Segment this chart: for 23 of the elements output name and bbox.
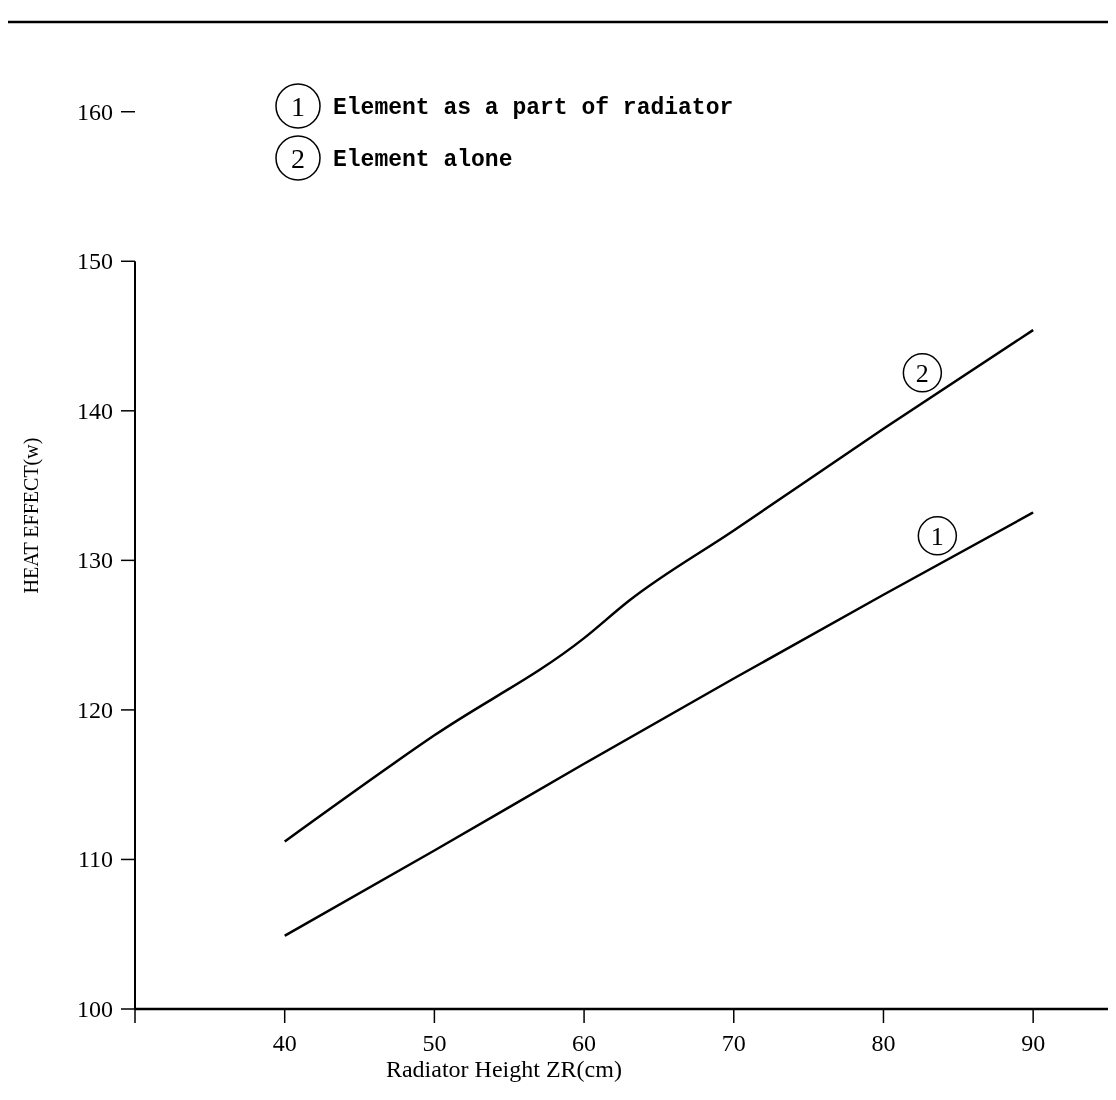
text: 2 (291, 143, 305, 174)
legend-label: Element as a part of radiator (333, 95, 734, 121)
y-axis-title: HEAT EFFECT(w) (20, 437, 43, 594)
y-tick-label: 160 (77, 98, 113, 125)
x-tick-label: 50 (422, 1030, 447, 1056)
x-tick-label: 80 (871, 1030, 896, 1056)
y-tick-label: 110 (77, 846, 113, 873)
x-tick-label: 90 (1021, 1030, 1046, 1056)
y-tick-label: 140 (77, 397, 113, 424)
legend-label: Element alone (333, 147, 513, 173)
y-tick-label: 100 (77, 996, 113, 1022)
x-tick-label: 70 (721, 1030, 746, 1056)
y-tick-label: 150 (77, 248, 113, 275)
y-tick-label: 120 (77, 696, 113, 723)
x-axis-title: Radiator Height ZR(cm) (385, 1056, 622, 1082)
y-tick-label: 130 (77, 547, 113, 574)
line-series (283, 328, 1035, 843)
annotation: 1 (930, 521, 944, 551)
x-tick-label: 40 (272, 1030, 297, 1056)
x-tick-label: 60 (572, 1030, 597, 1056)
line-series (283, 511, 1035, 937)
text: 1 (291, 91, 305, 122)
annotation: 2 (915, 358, 929, 388)
